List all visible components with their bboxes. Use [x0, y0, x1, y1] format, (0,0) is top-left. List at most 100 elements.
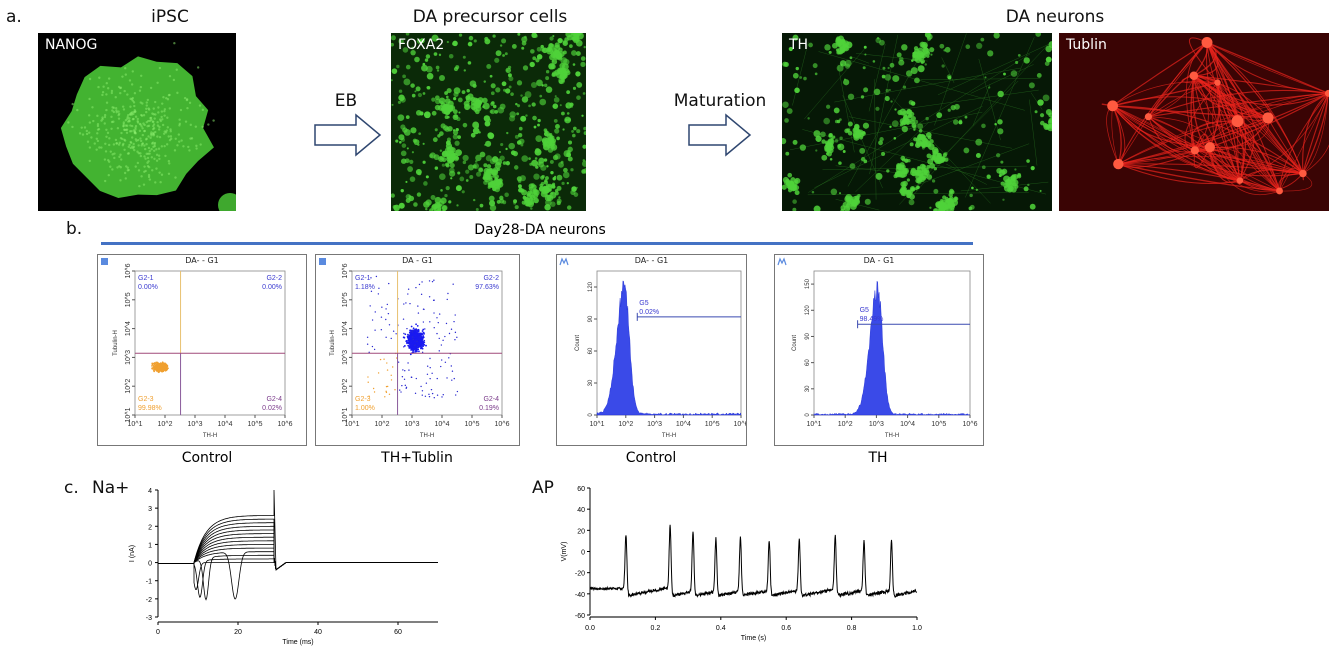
cell [849, 56, 853, 60]
cell-cluster [901, 186, 908, 193]
cell [125, 131, 129, 134]
event-dot [155, 361, 158, 364]
cell [136, 161, 140, 165]
cell [186, 106, 189, 110]
cell-cluster [910, 120, 915, 125]
x-axis-label: Time (s) [741, 635, 766, 642]
neurite [934, 33, 967, 126]
cell-cluster [844, 128, 850, 134]
cell [794, 87, 800, 94]
cell [559, 104, 562, 107]
cell [513, 165, 519, 170]
event-dot [407, 293, 409, 295]
cell [87, 114, 91, 117]
x-tick-label: 10^2 [158, 421, 173, 428]
cell [116, 166, 119, 169]
event-dot [445, 322, 448, 325]
neurite [1206, 42, 1329, 94]
cell-cluster [494, 182, 501, 190]
cell [140, 175, 143, 178]
cell [418, 132, 421, 136]
cell [88, 146, 92, 149]
x-axis-label: TH-H [420, 433, 434, 439]
cell [159, 181, 162, 184]
cell [812, 63, 818, 69]
event-dot [407, 288, 410, 290]
cell [128, 79, 132, 82]
x-tick-label: 10^3 [647, 421, 662, 428]
y-tick-label: 10^4 [125, 321, 132, 336]
cell [405, 180, 408, 184]
cell-cluster [909, 186, 916, 192]
cell [1026, 159, 1030, 163]
cell [148, 108, 151, 111]
cell [161, 118, 164, 121]
neurite [1112, 105, 1269, 119]
cell [123, 89, 126, 93]
event-dot [429, 377, 431, 380]
neurite [965, 37, 1035, 198]
cell [395, 139, 399, 143]
cell [425, 54, 431, 59]
gate-percent: 0.00% [262, 284, 282, 291]
cell [121, 75, 124, 78]
event-dot [157, 371, 160, 373]
current-trace [158, 525, 438, 571]
cell [899, 56, 904, 62]
cell [178, 118, 181, 121]
soma [1214, 79, 1221, 86]
cell [81, 133, 85, 136]
cell [158, 118, 162, 121]
cell [452, 134, 459, 140]
cell-cluster [564, 37, 569, 42]
cell [155, 167, 158, 170]
cell [183, 96, 187, 100]
cell-cluster [926, 54, 930, 58]
neurite [847, 38, 930, 187]
cell [150, 131, 153, 134]
y-axis-label: Tubulin-H [113, 330, 119, 356]
cell-cluster [494, 174, 499, 179]
y-tick-label: 10^1 [342, 407, 349, 422]
cell [517, 133, 523, 138]
cell [161, 102, 164, 105]
cell [1035, 33, 1042, 37]
cell [554, 175, 557, 178]
cell [566, 112, 570, 115]
cell-cluster [929, 163, 936, 169]
cell [562, 128, 565, 131]
cell [582, 144, 586, 149]
cell [543, 83, 548, 88]
event-dot [433, 397, 435, 399]
neurite [1302, 92, 1329, 174]
cell-cluster [916, 142, 920, 147]
cell [488, 195, 495, 202]
cell [518, 126, 523, 131]
cell [164, 131, 168, 134]
y-tick-label: 10^2 [125, 379, 132, 394]
cell [456, 204, 459, 207]
event-dot [436, 394, 439, 396]
cell [431, 34, 439, 42]
cell [157, 147, 161, 150]
event-dot [417, 333, 419, 336]
cell [572, 126, 577, 131]
y-tick-label: 40 [577, 507, 585, 514]
current-trace [158, 544, 438, 571]
cell [137, 169, 141, 172]
event-dot [451, 370, 454, 372]
cell [879, 137, 884, 142]
cell [88, 121, 92, 124]
event-dot [380, 329, 383, 331]
cell-cluster [782, 176, 789, 183]
cell [173, 149, 177, 152]
y-tick-label: 10^6 [342, 263, 349, 278]
cell [782, 101, 789, 108]
event-dot [426, 365, 429, 367]
event-dot [385, 385, 388, 388]
cell [129, 140, 132, 144]
cell-cluster [897, 109, 903, 116]
cell [130, 98, 134, 101]
event-dot [403, 378, 406, 380]
cell [498, 150, 502, 154]
